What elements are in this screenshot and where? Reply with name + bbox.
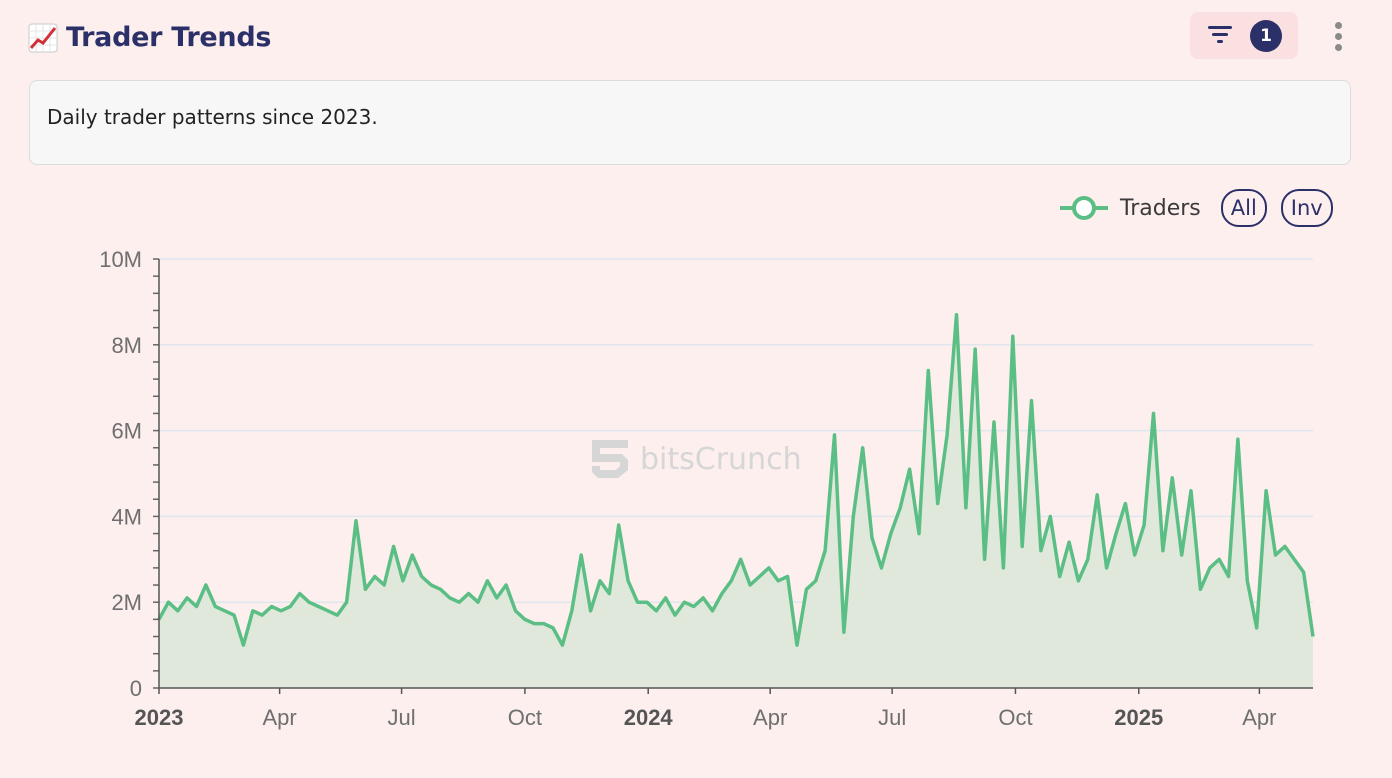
x-tick-label: Oct [998,705,1032,730]
bitscrunch-logo-icon [592,440,628,478]
y-tick-label: 4M [111,504,142,529]
watermark-text: bitsCrunch [640,442,802,477]
axes: 0 2M 4M 6M 8M 10M 2023 Apr Jul Oct 2024 Apr Jul Oct 20… [99,247,1313,730]
plot-area [157,313,1315,688]
x-tick-label: 2025 [1114,705,1163,730]
description-box: Daily trader patterns since 2023. [29,80,1351,165]
filter-button[interactable]: 1 [1190,12,1298,59]
x-tick-label: 2023 [135,705,184,730]
watermark: bitsCrunch [592,440,802,478]
description-text: Daily trader patterns since 2023. [47,105,378,129]
x-tick-label: 2024 [624,705,674,730]
legend-all-button[interactable]: All [1220,189,1267,227]
chart-legend: Traders All Inv [1058,188,1347,228]
legend-series-marker[interactable] [1058,195,1110,221]
y-tick-label: 0 [130,676,142,701]
y-tick-label: 2M [111,590,142,615]
x-tick-label: Apr [263,705,297,730]
title-group: Trader Trends [28,22,271,53]
traders-area [159,314,1313,688]
card-header: Trader Trends 1 [28,12,1364,62]
traders-line[interactable] [157,313,1315,647]
x-tick-label: Jul [878,705,906,730]
page-title: Trader Trends [66,22,272,53]
filter-icon [1208,26,1232,43]
kebab-menu-icon[interactable] [1326,18,1350,58]
x-tick-label: Oct [508,705,542,730]
x-tick-label: Apr [753,705,787,730]
x-tick-label: Jul [388,705,416,730]
y-tick-label: 6M [111,419,142,444]
legend-inv-button[interactable]: Inv [1280,189,1333,227]
chart-increasing-icon [28,23,58,52]
x-tick-label: Apr [1242,705,1276,730]
legend-series-label[interactable]: Traders [1120,195,1201,221]
filter-count-badge: 1 [1250,20,1282,52]
y-tick-label: 10M [99,247,142,272]
y-tick-label: 8M [111,333,142,358]
